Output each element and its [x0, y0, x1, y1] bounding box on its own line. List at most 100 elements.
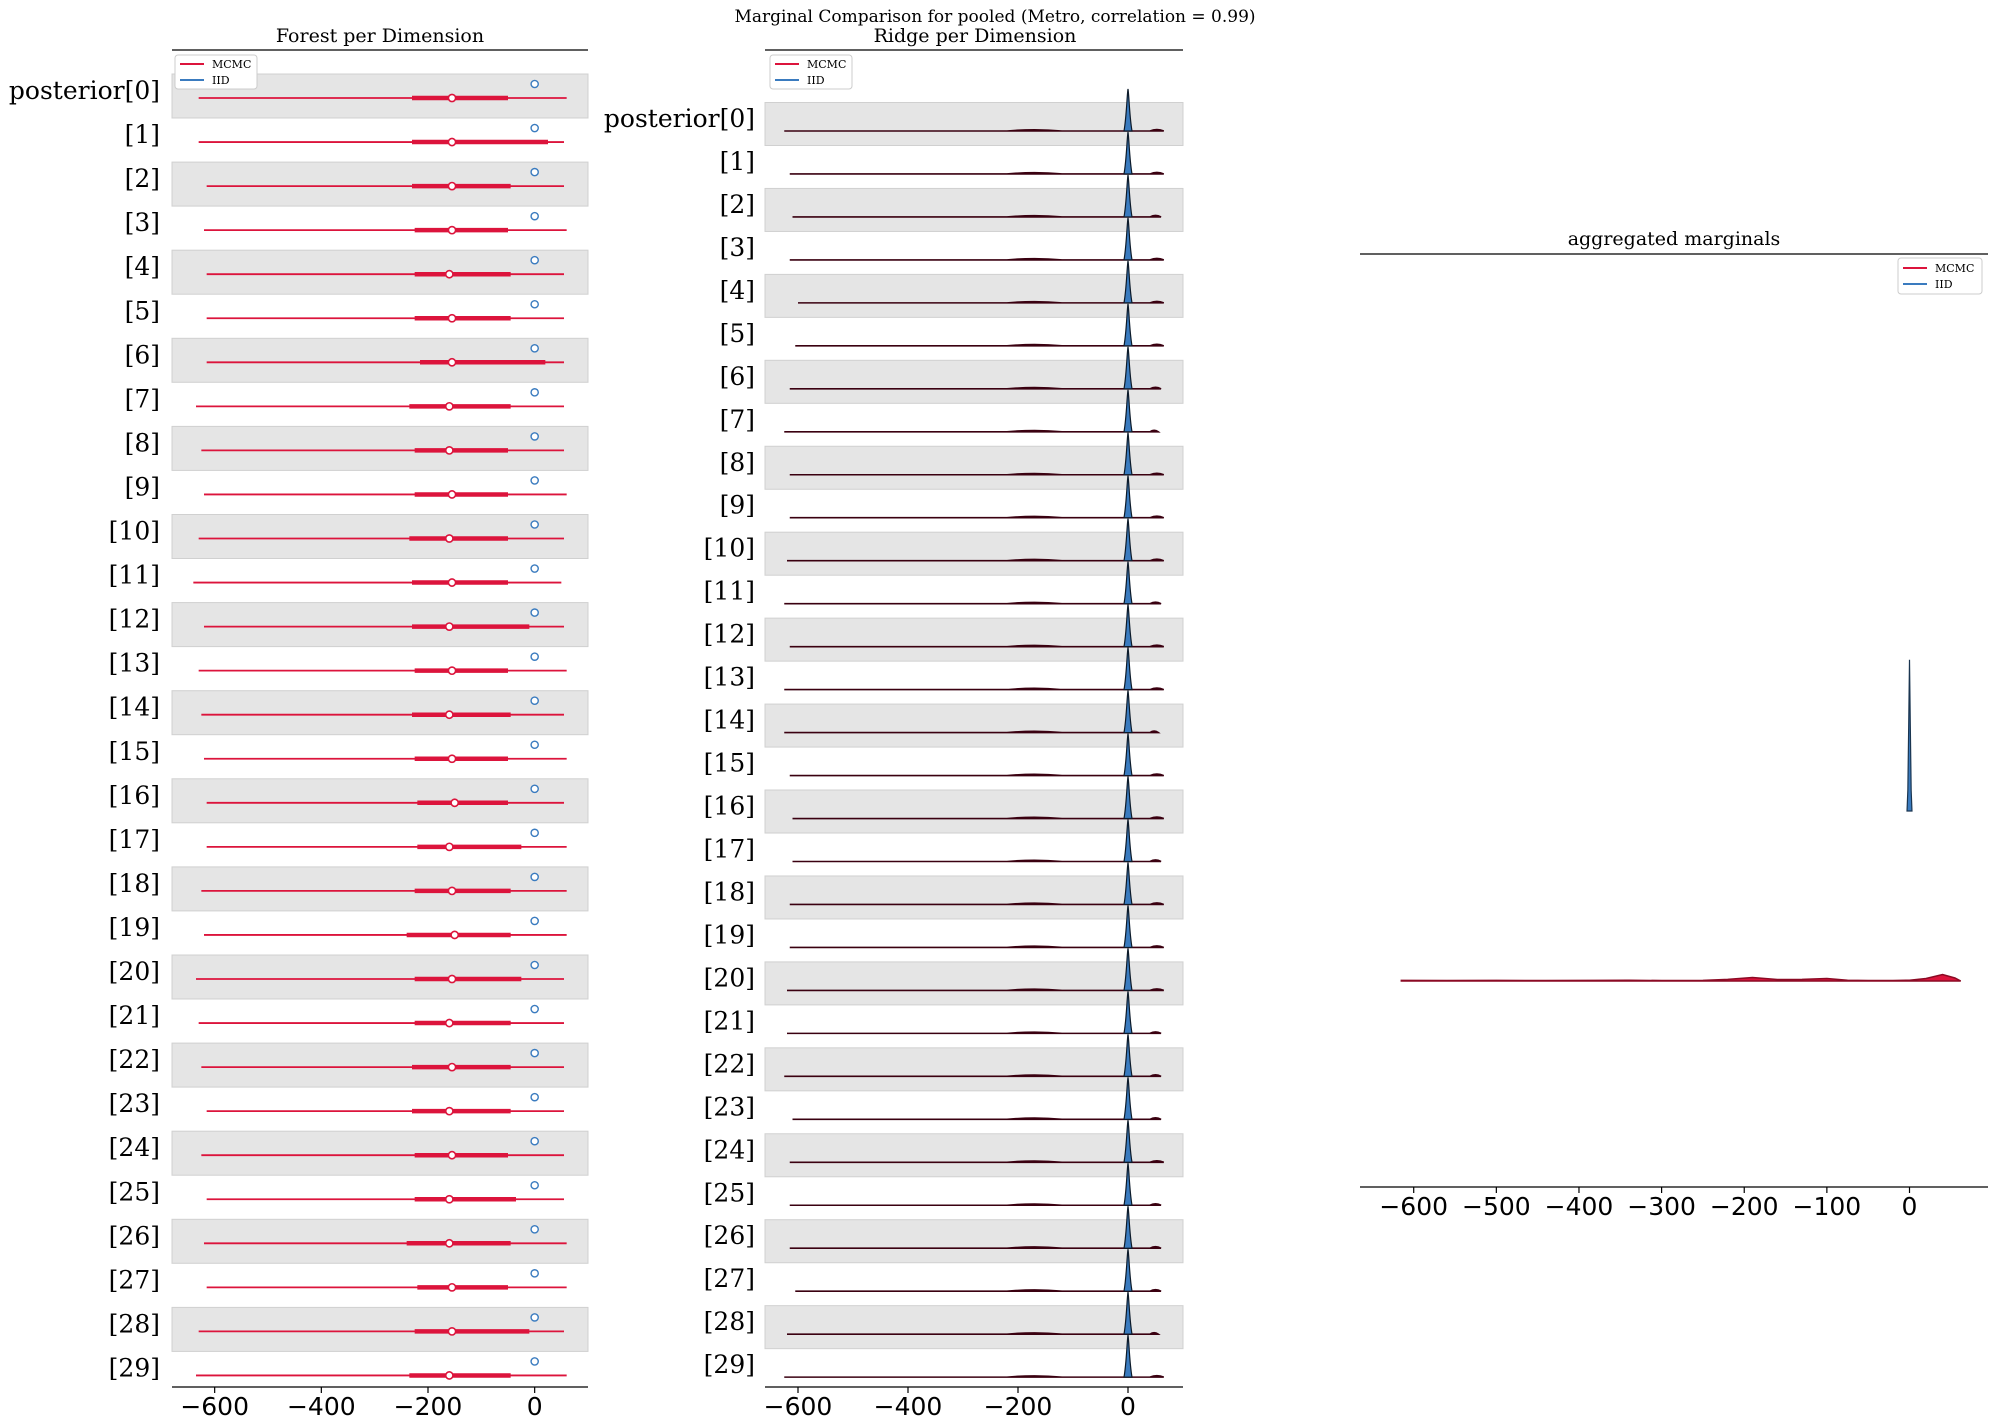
forest-iid-point — [530, 1048, 539, 1058]
ridge-tick-label: −200 — [984, 1392, 1053, 1421]
ridge-panel: Ridge per Dimension posterior[0] [1] [2] [3… — [604, 25, 1184, 1421]
forest-iid-point — [530, 255, 539, 265]
ridge-iid-density — [1123, 1335, 1133, 1378]
ridge-iid-density — [1123, 174, 1133, 218]
forest-row-label: posterior[0] — [9, 76, 160, 105]
forest-row-band — [171, 425, 589, 471]
forest-row-band — [171, 1218, 589, 1264]
ridge-row-label: [22] — [704, 1049, 755, 1078]
ridge-mcmc-density — [787, 1331, 1161, 1335]
ridge-row-band — [764, 1305, 1184, 1350]
ridge-mcmc-density — [789, 386, 1162, 390]
forest-row-label: [15] — [109, 737, 160, 766]
ridge-mcmc-density — [792, 816, 1165, 820]
ridge-row-label: [12] — [704, 620, 755, 649]
forest-legend-mcmc-label: MCMC — [212, 58, 251, 71]
ridge-row-label: [14] — [704, 706, 755, 735]
ridge-iid-density — [1123, 604, 1133, 648]
ridge-mcmc-density — [787, 558, 1165, 562]
ridge-row-label: [23] — [704, 1092, 755, 1121]
forest-median-point — [444, 1106, 454, 1116]
forest-row-label: [25] — [109, 1177, 160, 1206]
ridge-row-label: [8] — [720, 448, 755, 477]
ridge-row-label: [6] — [720, 362, 755, 391]
forest-row-band — [171, 954, 589, 1000]
forest-iid-point — [530, 740, 539, 750]
forest-row-label: [12] — [109, 605, 160, 634]
forest-iid-point — [530, 784, 539, 794]
ridge-iid-density — [1123, 303, 1133, 347]
ridge-iid-density — [1123, 1120, 1133, 1163]
ridge-iid-density — [1123, 475, 1133, 519]
forest-tick-label: −600 — [180, 1392, 249, 1421]
aggregate-tick-label: −400 — [1545, 1192, 1614, 1221]
ridge-mcmc-density — [789, 945, 1165, 949]
ridge-iid-density — [1123, 561, 1133, 605]
ridge-iid-density — [1123, 776, 1133, 820]
ridge-iid-density — [1123, 1077, 1133, 1120]
aggregate-title: aggregated marginals — [1568, 228, 1781, 250]
forest-median-point — [447, 754, 457, 764]
ridge-mcmc-density — [789, 1159, 1165, 1164]
ridge-mcmc-density — [784, 730, 1161, 734]
forest-row-band — [171, 249, 589, 295]
aggregate-mcmc-density — [1400, 973, 1962, 982]
ridge-mcmc-density — [789, 1245, 1162, 1250]
forest-iid-point — [530, 916, 539, 926]
aggregate-tick-label: −300 — [1627, 1192, 1696, 1221]
forest-row-label: [19] — [109, 913, 160, 942]
ridge-row-label: [20] — [704, 963, 755, 992]
forest-x-axis: −600 −400 −200 0 — [172, 49, 588, 1421]
aggregate-legend-mcmc-label: MCMC — [1935, 262, 1974, 275]
ridge-iid-density — [1123, 131, 1133, 175]
ridge-legend-mcmc-label: MCMC — [807, 58, 846, 71]
forest-bands — [171, 73, 589, 1352]
ridge-row-band — [764, 617, 1184, 662]
forest-median-point — [447, 137, 457, 147]
forest-median-point — [447, 313, 457, 323]
ridge-iid-density — [1123, 432, 1133, 476]
forest-median-point — [447, 666, 457, 676]
forest-median-point — [444, 1238, 454, 1248]
ridge-tick-label: −600 — [764, 1392, 833, 1421]
forest-tick-label: −200 — [394, 1392, 463, 1421]
forest-iid-point — [530, 79, 539, 89]
ridge-mcmc-density — [784, 429, 1161, 433]
ridge-row-label: posterior[0] — [604, 104, 755, 133]
forest-iid-point — [530, 1269, 539, 1278]
forest-median-point — [447, 1282, 457, 1292]
forest-row-label: [4] — [125, 252, 160, 281]
ridge-row-band — [764, 273, 1184, 318]
ridge-mcmc-density — [784, 1074, 1162, 1078]
ridge-row-band — [764, 1047, 1184, 1092]
ridge-row-label: [17] — [704, 834, 755, 863]
forest-median-point — [450, 798, 460, 808]
forest-median-point — [444, 1371, 454, 1380]
ridge-iid-density — [1123, 518, 1133, 562]
ridge-row-labels: posterior[0] [1] [2] [3] [4] [5] [6] [7] [8] [9] [… — [604, 104, 755, 1379]
ridge-iid-density — [1123, 690, 1133, 734]
ridge-iid-density — [1123, 346, 1133, 390]
forest-iid-point — [530, 476, 539, 485]
forest-median-point — [447, 357, 457, 367]
forest-row-label: [9] — [125, 472, 160, 501]
forest-row-label: [7] — [125, 384, 160, 413]
forest-median-point — [447, 490, 457, 499]
forest-row-label: [11] — [109, 561, 160, 590]
forest-median-point — [450, 930, 460, 940]
ridge-row-label: [16] — [704, 792, 755, 821]
ridge-iid-density — [1123, 948, 1133, 991]
forest-iid-point — [530, 960, 539, 970]
ridge-row-label: [28] — [704, 1307, 755, 1336]
ridge-row-band — [764, 102, 1184, 146]
ridge-iid-density — [1123, 862, 1133, 906]
ridge-iid-density — [1123, 647, 1133, 691]
ridge-row-label: [3] — [720, 233, 755, 262]
forest-row-label: [13] — [109, 649, 160, 678]
forest-median-point — [447, 974, 457, 984]
forest-median-point — [447, 93, 457, 103]
ridge-mcmc-density — [789, 472, 1165, 476]
forest-median-point — [447, 1062, 457, 1072]
ridge-row-label: [1] — [720, 147, 755, 176]
